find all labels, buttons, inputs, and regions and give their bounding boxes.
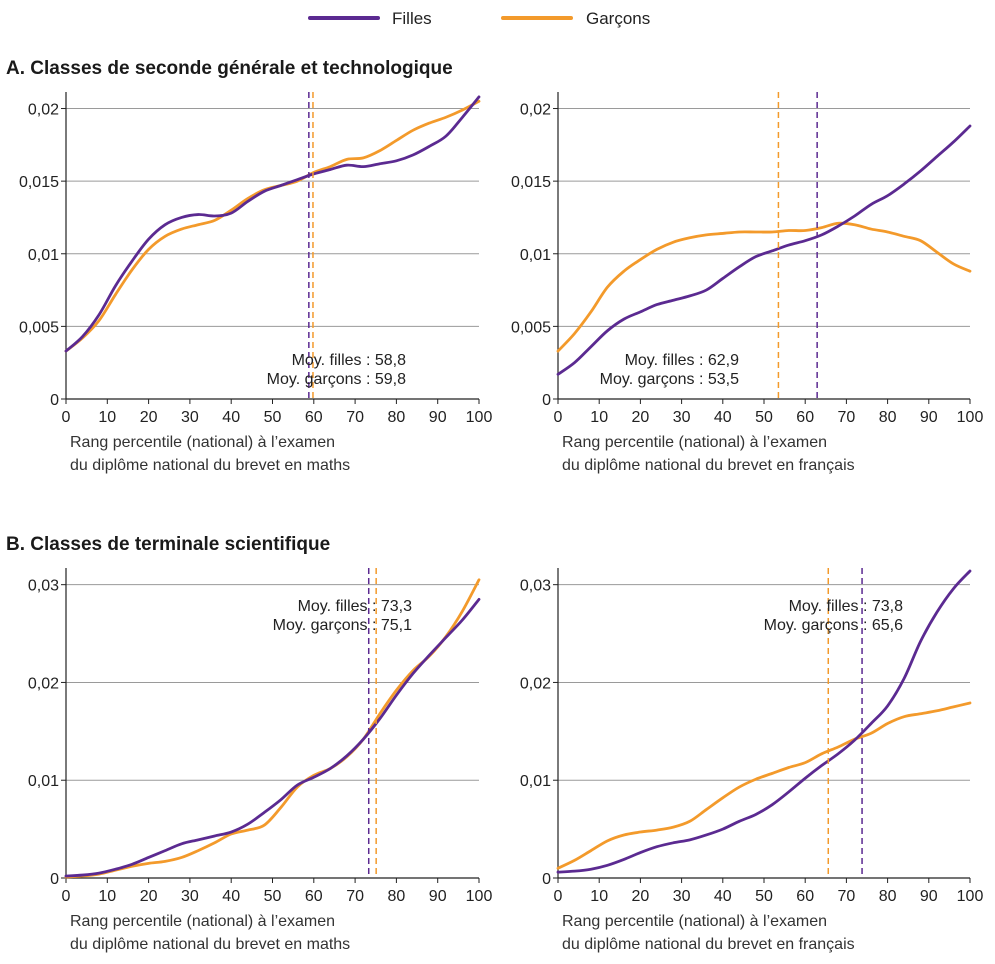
x-tick-label: 20	[632, 409, 650, 426]
chart-terminale-francais: 0 0,01 0,02 0,03 0 10 20 30 40 50 60 70 80 90 100 Rang …	[520, 568, 984, 953]
x-tick-label: 30	[673, 409, 691, 426]
mean-annotation: Moy. filles : 73,8	[789, 598, 904, 615]
chart-terminale-maths: 0 0,01 0,02 0,03 0 10 20 30 40 50 60 70 80 90 100 Rang …	[28, 568, 493, 953]
y-tick-label: 0,01	[28, 773, 59, 790]
x-axis-label: Rang percentile (national) à l’examen	[562, 913, 827, 930]
x-tick-label: 30	[181, 409, 199, 426]
y-tick-label: 0,02	[520, 675, 551, 692]
x-tick-label: 100	[957, 409, 984, 426]
x-axis-label: du diplôme national du brevet en maths	[70, 936, 350, 953]
x-tick-label: 20	[140, 888, 158, 905]
x-tick-label: 40	[222, 888, 240, 905]
y-tick-label: 0,015	[511, 174, 551, 191]
y-tick-label: 0	[542, 871, 551, 888]
x-axis-label: du diplôme national du brevet en françai…	[562, 936, 855, 953]
x-tick-label: 100	[957, 888, 984, 905]
chart-seconde-francais: 0 0,005 0,01 0,015 0,02 0 10 20 30 40 50 60 70 80 90 10…	[511, 92, 983, 474]
x-tick-label: 70	[346, 888, 364, 905]
y-tick-label: 0,02	[28, 102, 59, 119]
series-line-filles	[64, 95, 481, 353]
mean-annotation: Moy. filles : 58,8	[292, 352, 407, 369]
x-tick-label: 60	[796, 409, 814, 426]
x-tick-label: 80	[388, 888, 406, 905]
series-line-filles	[64, 597, 481, 878]
x-tick-label: 10	[98, 409, 116, 426]
y-tick-label: 0,015	[19, 174, 59, 191]
x-tick-label: 40	[714, 888, 732, 905]
x-tick-label: 50	[755, 409, 773, 426]
x-tick-label: 10	[590, 888, 608, 905]
section-title-b: B. Classes de terminale scientifique	[6, 534, 330, 555]
legend-label-filles: Filles	[392, 9, 432, 28]
y-tick-label: 0,03	[28, 578, 59, 595]
x-tick-label: 70	[838, 409, 856, 426]
x-tick-label: 80	[879, 888, 897, 905]
x-axis-label: du diplôme national du brevet en maths	[70, 457, 350, 474]
x-axis-label: du diplôme national du brevet en françai…	[562, 457, 855, 474]
series-line-garcons	[64, 99, 481, 353]
series-line-garcons	[64, 578, 481, 879]
x-tick-label: 30	[181, 888, 199, 905]
series-line-garcons	[556, 221, 972, 353]
mean-annotation: Moy. filles : 62,9	[625, 352, 740, 369]
y-tick-label: 0,005	[511, 319, 551, 336]
series-line-filles	[556, 569, 972, 874]
x-axis-label: Rang percentile (national) à l’examen	[562, 434, 827, 451]
x-tick-label: 10	[590, 409, 608, 426]
y-tick-label: 0,01	[28, 247, 59, 264]
y-tick-label: 0,02	[520, 102, 551, 119]
x-tick-label: 20	[632, 888, 650, 905]
mean-annotation: Moy. filles : 73,3	[298, 598, 413, 615]
x-tick-label: 50	[264, 409, 282, 426]
y-tick-label: 0,005	[19, 319, 59, 336]
series-line-garcons	[556, 701, 972, 870]
x-tick-label: 90	[920, 409, 938, 426]
x-tick-label: 0	[554, 409, 563, 426]
x-tick-label: 100	[466, 888, 493, 905]
x-tick-label: 80	[879, 409, 897, 426]
mean-annotation: Moy. garçons : 53,5	[600, 371, 739, 388]
x-tick-label: 100	[466, 409, 493, 426]
y-tick-label: 0,02	[28, 675, 59, 692]
y-tick-label: 0,03	[520, 578, 551, 595]
x-tick-label: 0	[62, 888, 71, 905]
chart-seconde-maths: 0 0,005 0,01 0,015 0,02 0 10 20 30 40 50 60 70 80 90 10…	[19, 92, 492, 474]
x-tick-label: 90	[429, 409, 447, 426]
x-tick-label: 10	[98, 888, 116, 905]
legend: Filles Garçons	[308, 9, 650, 28]
x-tick-label: 0	[62, 409, 71, 426]
section-title-a: A. Classes de seconde générale et techno…	[6, 58, 453, 79]
series-line-filles	[556, 124, 972, 376]
x-axis-label: Rang percentile (national) à l’examen	[70, 434, 335, 451]
x-tick-label: 90	[920, 888, 938, 905]
x-tick-label: 40	[222, 409, 240, 426]
mean-annotation: Moy. garçons : 75,1	[273, 617, 412, 634]
x-tick-label: 60	[796, 888, 814, 905]
y-tick-label: 0	[50, 392, 59, 409]
x-tick-label: 50	[755, 888, 773, 905]
mean-annotation: Moy. garçons : 59,8	[267, 371, 406, 388]
mean-annotation: Moy. garçons : 65,6	[764, 617, 903, 634]
x-tick-label: 30	[673, 888, 691, 905]
x-axis-label: Rang percentile (national) à l’examen	[70, 913, 335, 930]
x-tick-label: 40	[714, 409, 732, 426]
x-tick-label: 0	[554, 888, 563, 905]
legend-label-garcons: Garçons	[586, 9, 650, 28]
x-tick-label: 70	[346, 409, 364, 426]
x-tick-label: 90	[429, 888, 447, 905]
x-tick-label: 80	[388, 409, 406, 426]
y-tick-label: 0	[50, 871, 59, 888]
y-tick-label: 0,01	[520, 247, 551, 264]
x-tick-label: 20	[140, 409, 158, 426]
y-tick-label: 0	[542, 392, 551, 409]
x-tick-label: 60	[305, 409, 323, 426]
x-tick-label: 70	[838, 888, 856, 905]
x-tick-label: 60	[305, 888, 323, 905]
x-tick-label: 50	[264, 888, 282, 905]
y-tick-label: 0,01	[520, 773, 551, 790]
